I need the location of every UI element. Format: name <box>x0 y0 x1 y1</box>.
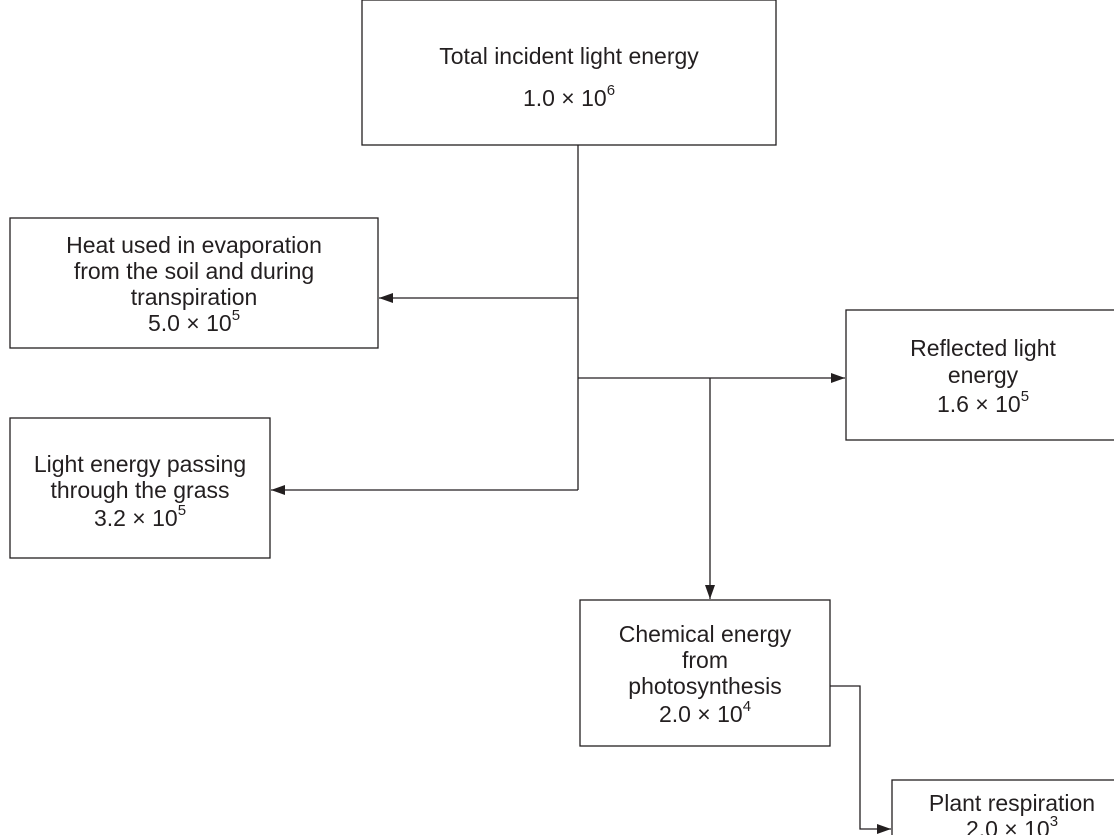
node-box <box>845 309 1114 441</box>
value-base: 3.2 × 10 <box>94 505 178 531</box>
node-box <box>9 417 271 559</box>
node-label: from the soil and during <box>74 258 314 284</box>
value-base: 1.6 × 10 <box>937 391 1021 417</box>
node-value: 1.0 × 106 <box>523 82 615 111</box>
value-exponent: 5 <box>1021 388 1029 405</box>
value-base: 1.0 × 10 <box>523 85 607 111</box>
node-box <box>361 0 777 146</box>
node-value: 2.0 × 103 <box>966 813 1058 835</box>
node-label: Chemical energy <box>619 621 792 647</box>
node-value: 1.6 × 105 <box>937 388 1029 417</box>
node-label: photosynthesis <box>628 673 781 699</box>
node-value: 5.0 × 105 <box>148 307 240 336</box>
node-box <box>9 217 379 349</box>
node-box <box>579 599 831 747</box>
node-label: energy <box>948 362 1019 388</box>
value-exponent: 5 <box>232 307 240 324</box>
value-base: 5.0 × 10 <box>148 310 232 336</box>
node-label: through the grass <box>50 477 229 503</box>
value-exponent: 6 <box>607 82 615 99</box>
node-label: Plant respiration <box>929 790 1095 816</box>
node-label: Total incident light energy <box>439 43 699 69</box>
node-value: 2.0 × 104 <box>659 698 751 727</box>
node-label: Light energy passing <box>34 451 246 477</box>
node-label: transpiration <box>131 284 258 310</box>
value-base: 2.0 × 10 <box>659 701 743 727</box>
nodes: Total incident light energy 1.0 × 106 Heat… <box>9 0 1114 835</box>
value-exponent: 4 <box>743 698 751 715</box>
node-label: Heat used in evaporation <box>66 232 322 258</box>
connectors <box>271 145 891 834</box>
node-box <box>891 779 1114 835</box>
value-base: 2.0 × 10 <box>966 816 1050 835</box>
node-value: 3.2 × 105 <box>94 502 186 531</box>
value-exponent: 5 <box>178 502 186 519</box>
node-label: from <box>682 647 728 673</box>
node-label: Reflected light <box>910 335 1056 361</box>
node: Total incident light energy 1.0 × 106 <box>361 0 777 146</box>
arrow-respiration <box>830 685 891 834</box>
value-exponent: 3 <box>1050 813 1058 830</box>
